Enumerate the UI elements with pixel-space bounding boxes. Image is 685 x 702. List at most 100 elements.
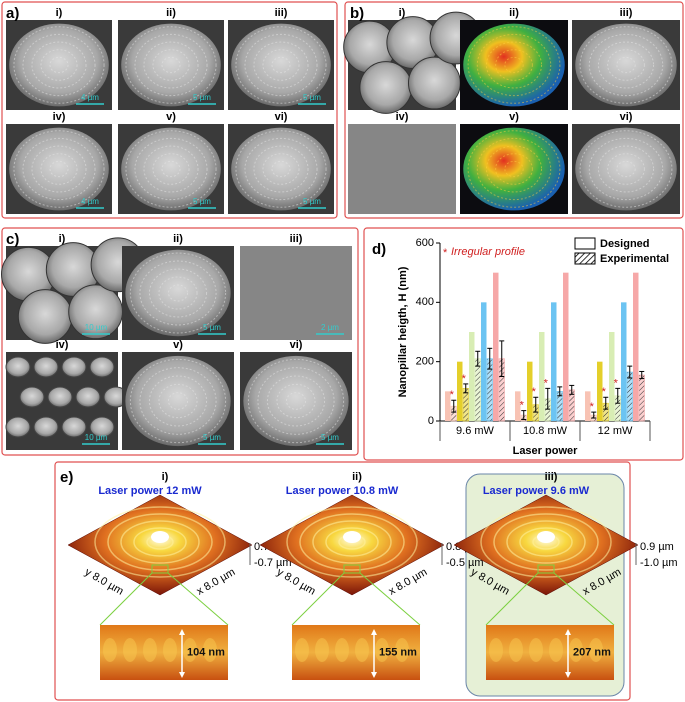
ring [253, 145, 309, 193]
ring [607, 49, 645, 81]
ring [40, 153, 78, 185]
designed-bar [621, 302, 627, 421]
nanopillar [569, 638, 583, 662]
texture [240, 246, 352, 340]
microlens [575, 23, 677, 107]
nanopillar [183, 638, 197, 662]
panel-label: a) [6, 5, 19, 22]
microlens [121, 23, 221, 107]
microsphere [89, 416, 115, 438]
inset-region [537, 564, 555, 574]
inset-link [167, 572, 229, 626]
microsphere [75, 386, 101, 408]
designed-bar [609, 332, 615, 421]
microlens [243, 355, 349, 447]
ring [143, 41, 199, 89]
nanopillar [335, 638, 349, 662]
arrow-head [565, 672, 571, 678]
ring [139, 367, 217, 435]
ring [158, 276, 198, 310]
panel-frame [344, 1, 684, 219]
microsphere [33, 356, 59, 378]
ring [134, 137, 208, 201]
nanopillar [123, 638, 137, 662]
ring [148, 375, 208, 427]
ring [276, 383, 316, 419]
ring [325, 527, 379, 557]
nanopillar [163, 638, 177, 662]
microlens [9, 127, 109, 211]
subpanel-label: i) [399, 7, 406, 19]
annotation: Irregular profile [451, 246, 525, 258]
nanopillar [395, 638, 409, 662]
panel-frame [1, 1, 338, 219]
microlens [463, 23, 565, 107]
irregular-marker: * [544, 377, 549, 389]
ring [158, 383, 198, 419]
designed-bar [445, 391, 451, 421]
designed-bar [585, 391, 591, 421]
legend-label: Experimental [600, 253, 669, 265]
experimental-bar [474, 358, 481, 422]
nanopillar [355, 638, 369, 662]
irregular-marker: * [602, 386, 607, 398]
scale-label: 4 µm [81, 197, 99, 206]
ring [125, 26, 217, 104]
nanopillar [295, 638, 309, 662]
ring [244, 33, 318, 97]
ring [616, 160, 636, 178]
ring [480, 506, 612, 578]
subpanel-label: v) [166, 111, 176, 123]
microsphere [61, 416, 87, 438]
ring [253, 41, 309, 89]
ring [588, 33, 664, 97]
nanopillar [203, 638, 217, 662]
ring [247, 358, 345, 444]
ring [22, 137, 96, 201]
subpanel-label: iv) [396, 111, 409, 123]
scale-label: 5 µm [193, 197, 211, 206]
inset-link [291, 572, 345, 626]
height-label: 155 nm [379, 646, 417, 658]
ring [597, 145, 655, 193]
subpanel-label: vi) [290, 339, 303, 351]
peak [343, 531, 361, 543]
subpanel-label: ii) [173, 233, 183, 245]
legend-label: Designed [600, 238, 650, 250]
inset-region [151, 564, 169, 574]
ring [597, 41, 655, 89]
ring [94, 506, 226, 578]
x-tick-label: 10.8 mW [523, 425, 568, 437]
microsphere [19, 386, 45, 408]
inset-link [359, 572, 421, 626]
ring [161, 56, 181, 74]
ring [504, 56, 524, 74]
microsphere [33, 416, 59, 438]
ring [139, 260, 217, 326]
scale-label: 5 µm [203, 323, 221, 332]
ring [285, 392, 307, 410]
ring [148, 268, 208, 318]
y-axis-label: Nanopillar heigth, H (nm) [397, 266, 409, 397]
z-min: -0.5 µm [446, 557, 484, 569]
nanopillar [529, 638, 543, 662]
y-tick-label: 0 [428, 415, 434, 427]
arrow-head [371, 672, 377, 678]
scale-label: 10 µm [85, 433, 108, 442]
subpanel-label: i) [56, 7, 63, 19]
panel-label: c) [6, 231, 19, 248]
ring [244, 137, 318, 201]
ring [476, 33, 552, 97]
irregular-marker: * [532, 386, 537, 398]
nanopillar [589, 638, 603, 662]
subpanel-label: i) [59, 233, 66, 245]
ring [312, 520, 392, 564]
ring [504, 160, 524, 178]
ring [49, 56, 69, 74]
arrow-head [179, 672, 185, 678]
scale-label: 5 µm [303, 93, 321, 102]
subpanel-label: iv) [56, 339, 69, 351]
nanopillar [375, 638, 389, 662]
microsphere [359, 61, 413, 114]
ring [13, 130, 105, 208]
